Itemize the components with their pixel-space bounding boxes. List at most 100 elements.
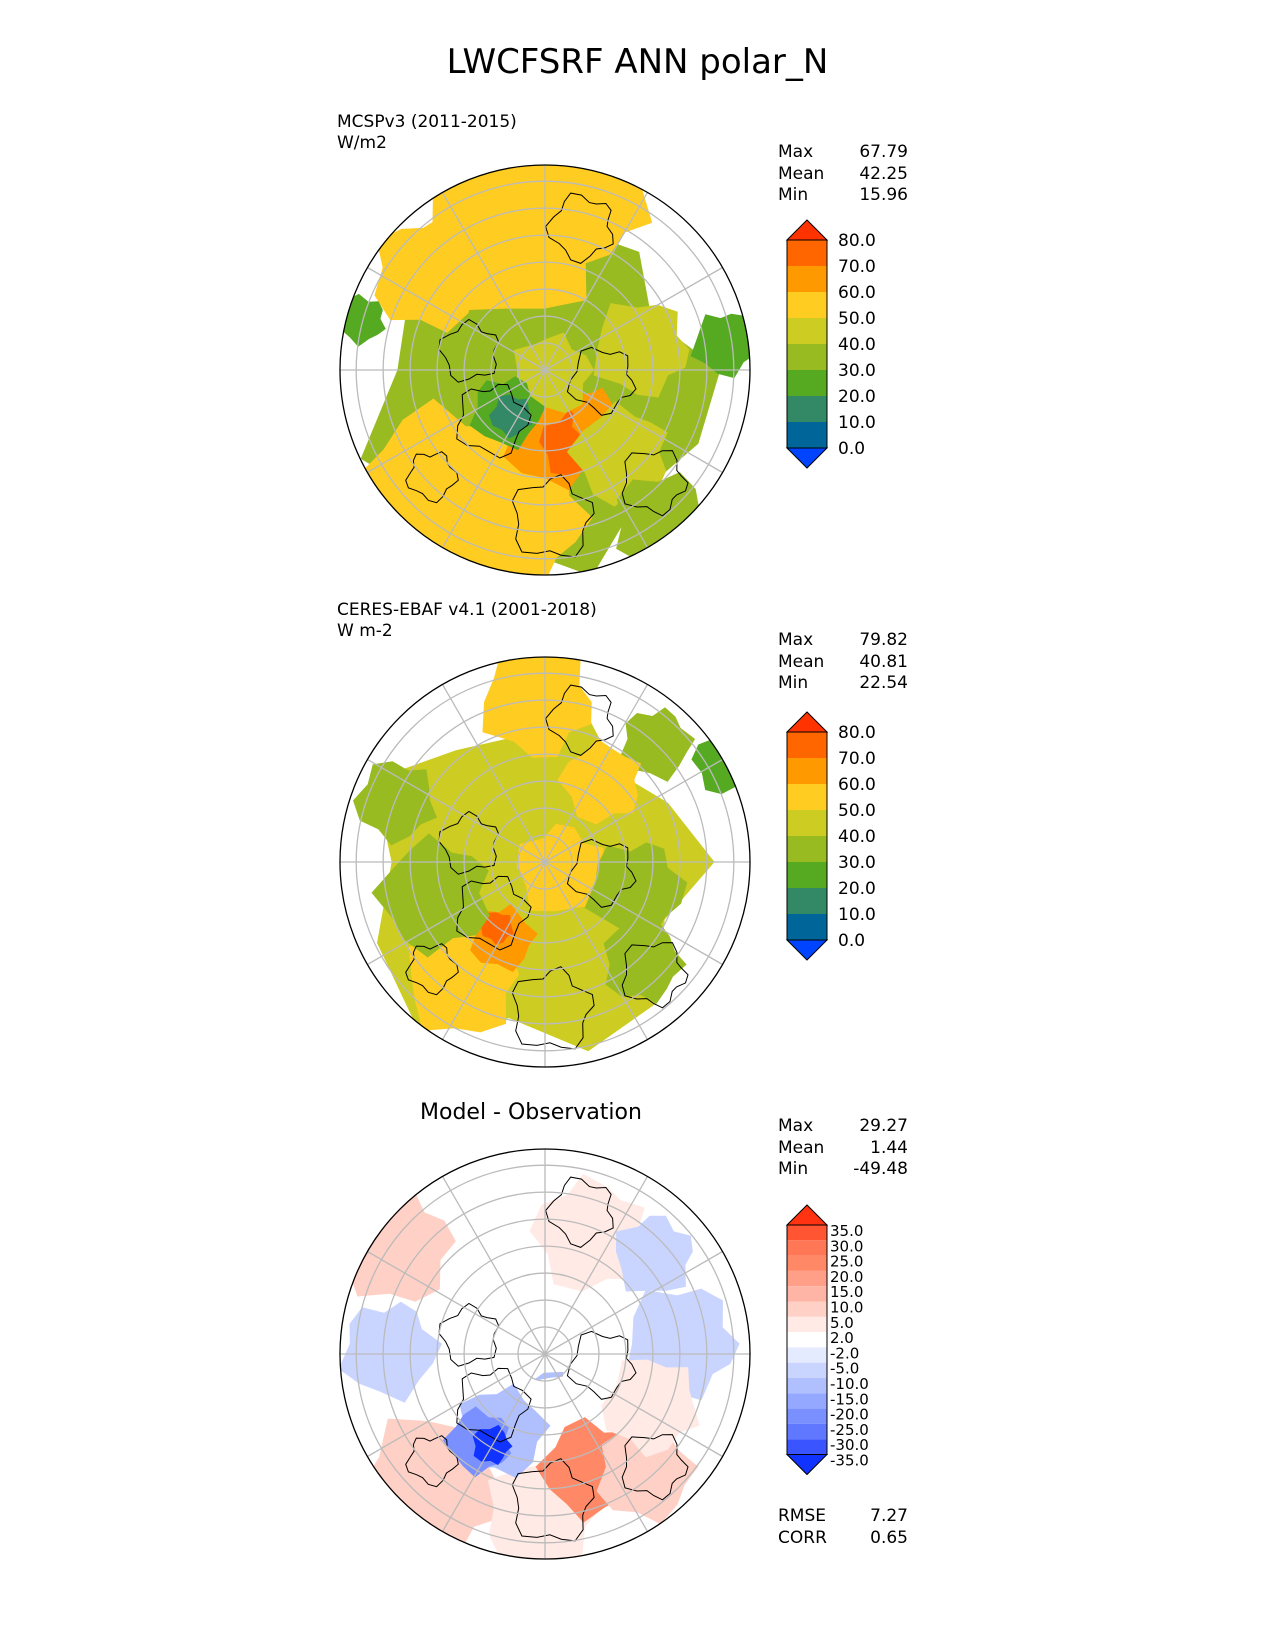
colorbar-segment (787, 1439, 827, 1455)
colorbar-segment (787, 1423, 827, 1440)
polar-map-panel-1 (339, 164, 751, 576)
panel3-metrics: RMSE 7.27 CORR 0.65 (778, 1506, 908, 1549)
colorbar-tick-label: 10.0 (838, 413, 876, 433)
stat-value: 15.96 (859, 185, 908, 205)
field-region (596, 1422, 699, 1525)
colorbar-tick-label: 25.0 (830, 1253, 863, 1271)
colorbar-segment (787, 784, 827, 810)
field-region (529, 1173, 645, 1292)
stat-name: Max (778, 1116, 814, 1136)
stat-name: Mean (778, 163, 825, 184)
meridian (544, 369, 649, 548)
colorbar-tick-label: -10.0 (830, 1375, 869, 1393)
meridian (367, 266, 546, 371)
polar-map-panel-2 (339, 656, 751, 1068)
coastline (511, 966, 595, 1050)
colorbar-tick-label: 0.0 (838, 439, 865, 459)
colorbar-segment (787, 344, 827, 370)
field-region (566, 401, 668, 507)
colorbar-extend-max (785, 219, 829, 241)
colorbar-segment (787, 318, 827, 344)
colorbar-segment (787, 1301, 827, 1317)
coastline (456, 1367, 532, 1443)
colorbar-segment (787, 758, 827, 784)
colorbar-tick-label: -5.0 (830, 1360, 859, 1378)
colorbar-1: 80.0 70.0 60.0 50.0 40.0 30.0 20.0 10.0 0.0 (785, 219, 876, 469)
panel1-stats: Max 67.79 Mean 42.25 Min 15.96 (778, 142, 908, 207)
meridian (441, 192, 546, 371)
panel3-stats: Max 29.27 Mean 1.44 Min -49.48 (778, 1116, 908, 1181)
coastline (511, 474, 595, 558)
colorbar-3: 35.030.025.020.015.010.05.02.0-2.0-5.0-1… (785, 1204, 869, 1476)
polar-map-panel-3 (339, 1148, 751, 1560)
colorbar-tick-label: 60.0 (838, 775, 876, 795)
colorbar-tick-label: 30.0 (838, 361, 876, 381)
panel2-stats: Max 79.82 Mean 40.81 Min 22.54 (778, 630, 908, 695)
colorbar-frame (786, 239, 828, 449)
meridian (441, 369, 546, 548)
meridian (544, 266, 723, 371)
stat-value: 42.25 (859, 163, 908, 184)
meridian (441, 861, 546, 1040)
stat-name: Max (778, 142, 814, 162)
panel1-dataset-label: MCSPv3 (2011-2015) (337, 112, 517, 132)
field-region (340, 1301, 442, 1403)
map-boundary (339, 164, 751, 576)
field-region (343, 1188, 456, 1302)
map-field (340, 165, 750, 575)
colorbar-segment (787, 1362, 827, 1378)
colorbar-tick-label: 20.0 (838, 879, 876, 899)
panel1-units-label: W/m2 (337, 133, 387, 153)
colorbar-tick-label: 30.0 (830, 1237, 863, 1255)
colorbar-tick-label: 20.0 (830, 1268, 863, 1286)
colorbar-frame (786, 1224, 828, 1455)
stat-name: Min (778, 673, 809, 693)
colorbar-tick-label: 10.0 (838, 905, 876, 925)
stat-value: 67.79 (859, 142, 908, 162)
field-region (691, 726, 750, 795)
coastline (621, 450, 689, 517)
field-region (593, 303, 690, 398)
colorbar-segment (787, 914, 827, 940)
colorbar-segment (787, 1393, 827, 1409)
colorbar-segment (787, 862, 827, 888)
meridian (544, 684, 649, 863)
colorbar-tick-label: 50.0 (838, 801, 876, 821)
colorbar-segment (787, 1240, 827, 1256)
colorbar-tick-label: 70.0 (838, 749, 876, 769)
panel2-units-label: W m-2 (337, 621, 393, 641)
colorbar-tick-label: 40.0 (838, 335, 876, 355)
coastline (511, 1458, 595, 1542)
colorbar-2: 80.0 70.0 60.0 50.0 40.0 30.0 20.0 10.0 0.0 (785, 711, 876, 961)
meridian (441, 684, 546, 863)
map-field (353, 657, 750, 1052)
colorbar-tick-label: 60.0 (838, 283, 876, 303)
graticule (340, 657, 750, 1067)
meridian (441, 1176, 546, 1355)
map-field (340, 1173, 740, 1559)
stat-value: 40.81 (859, 651, 908, 672)
colorbar-segment (787, 396, 827, 422)
colorbar-tick-label: -2.0 (830, 1344, 859, 1362)
colorbar-extend-min (785, 939, 829, 961)
panel2-label: CERES-EBAF v4.1 (2001-2018) W m-2 (337, 600, 597, 642)
stat-name: Max (778, 630, 814, 650)
stat-name: Min (778, 1159, 809, 1179)
colorbar-tick-label: -30.0 (830, 1436, 869, 1454)
graticule (340, 1149, 750, 1559)
stat-value: 1.44 (870, 1137, 908, 1158)
meridian (544, 861, 723, 966)
field-region (371, 833, 490, 958)
colorbar-frame (786, 731, 828, 941)
meridian (544, 861, 649, 1040)
map-boundary (339, 656, 751, 1068)
meridian (544, 369, 723, 474)
graticule (340, 165, 750, 575)
colorbar-extend-max (785, 711, 829, 733)
panel2-dataset-label: CERES-EBAF v4.1 (2001-2018) (337, 600, 597, 620)
coastline (456, 383, 532, 459)
meridian (441, 1353, 546, 1532)
coastline (621, 942, 689, 1009)
colorbar-segment (787, 1347, 827, 1363)
